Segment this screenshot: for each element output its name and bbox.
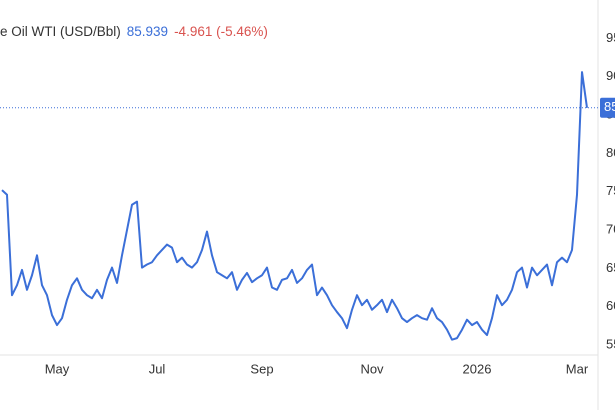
x-tick-label: Sep <box>250 361 273 376</box>
x-tick-label: Jul <box>149 361 166 376</box>
x-tick-label: Mar <box>566 361 589 376</box>
y-tick-label: 55 <box>606 336 615 351</box>
y-tick-label: 70 <box>606 221 615 236</box>
x-tick-label: Nov <box>360 361 384 376</box>
x-tick-label: May <box>45 361 70 376</box>
chart-title: e Oil WTI (USD/Bbl) <box>0 24 121 39</box>
y-tick-label: 65 <box>606 260 615 275</box>
y-tick-label: 60 <box>606 298 615 313</box>
y-tick-label: 75 <box>606 183 615 198</box>
y-tick-label: 90 <box>606 68 615 83</box>
header: e Oil WTI (USD/Bbl) 85.939 -4.961 (-5.46%) <box>0 24 274 39</box>
x-tick-label: 2026 <box>463 361 492 376</box>
price: 85.939 <box>126 24 169 39</box>
price-box-label: 85.939 <box>604 99 615 114</box>
y-tick-label: 95 <box>606 30 615 45</box>
y-tick-label: 80 <box>606 145 615 160</box>
change: -4.961 (-5.46%) <box>174 24 268 39</box>
price-line <box>1 71 588 341</box>
price-box <box>600 97 615 118</box>
